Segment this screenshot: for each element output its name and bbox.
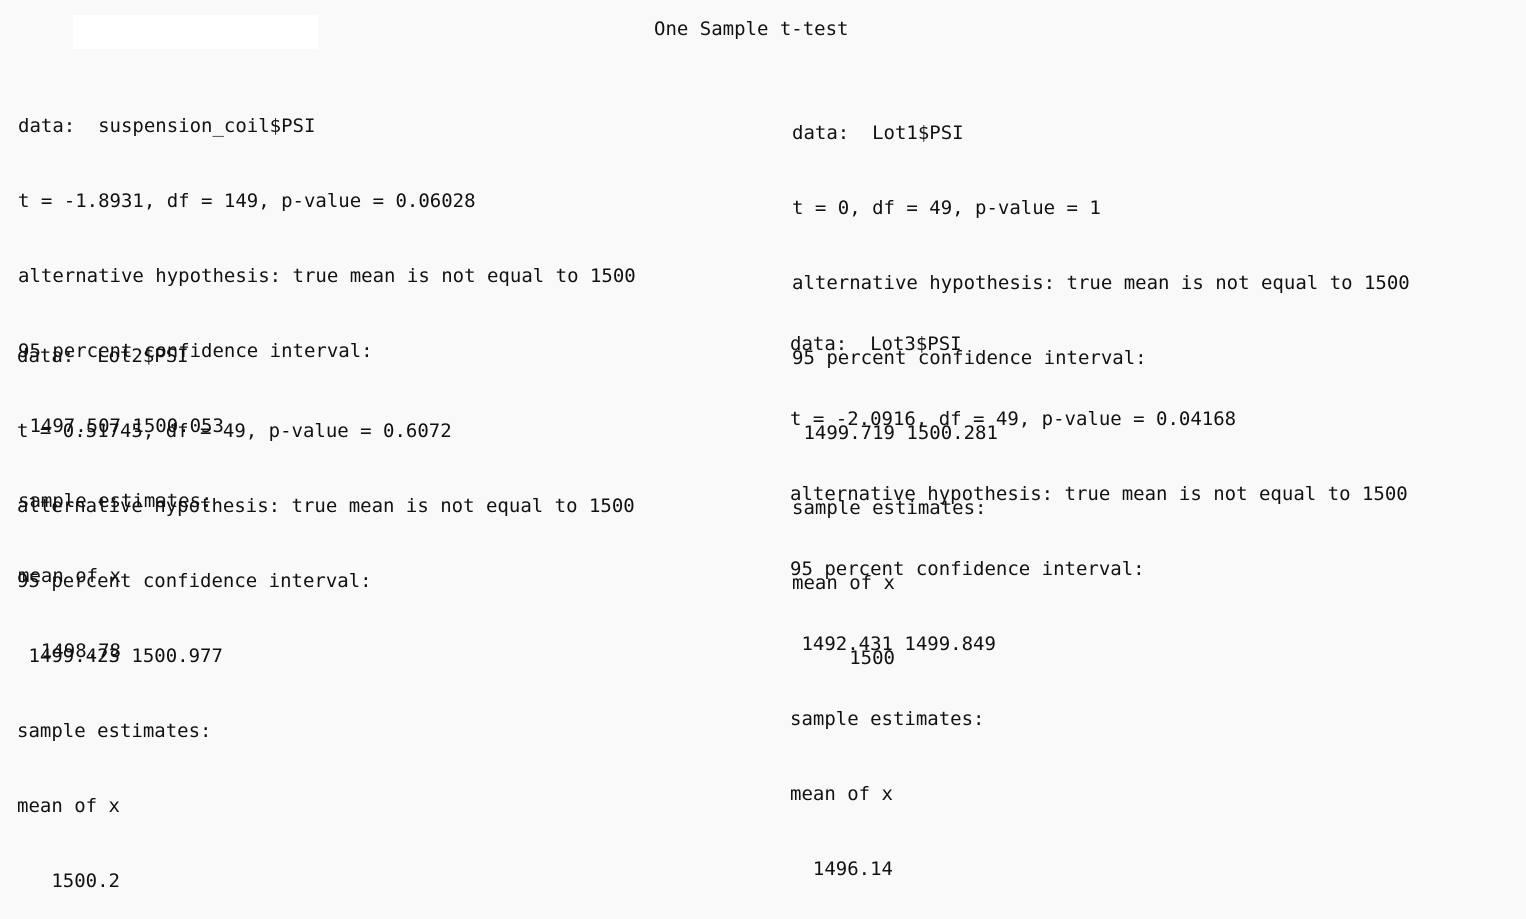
statistic-line: t = -1.8931, df = 149, p-value = 0.06028 [18, 190, 476, 212]
confidence-label: 95 percent confidence interval: [17, 570, 372, 592]
statistic-line: t = 0.51745, df = 49, p-value = 0.6072 [17, 420, 452, 442]
data-line: data: Lot2$PSI [17, 345, 189, 367]
t-test-result-suspension-coil: data: suspension_coil$PSI t = -1.8931, d… [18, 64, 636, 689]
redacted-area [73, 15, 318, 49]
confidence-label: 95 percent confidence interval: [18, 340, 373, 362]
mean-label: mean of x [17, 795, 120, 817]
hypothesis-line: alternative hypothesis: true mean is not… [18, 265, 636, 287]
data-line: data: suspension_coil$PSI [18, 115, 316, 137]
hypothesis-line: alternative hypothesis: true mean is not… [17, 495, 635, 517]
mean-label: mean of x [790, 783, 893, 805]
confidence-values: 1499.719 1500.281 [792, 422, 998, 444]
t-test-result-lot3: data: Lot3$PSI t = -2.0916, df = 49, p-v… [790, 282, 1408, 907]
estimates-label: sample estimates: [18, 490, 213, 512]
confidence-values: 1497.507 1500.053 [18, 415, 224, 437]
statistic-line: t = 0, df = 49, p-value = 1 [792, 197, 1101, 219]
mean-value: 1500.2 [17, 870, 120, 892]
hypothesis-line: alternative hypothesis: true mean is not… [790, 483, 1408, 505]
confidence-values: 1492.431 1499.849 [790, 633, 996, 655]
statistic-line: t = -2.0916, df = 49, p-value = 0.04168 [790, 408, 1237, 430]
estimates-label: sample estimates: [17, 720, 212, 742]
data-line: data: Lot3$PSI [790, 333, 962, 355]
confidence-label: 95 percent confidence interval: [790, 558, 1145, 580]
mean-value: 1496.14 [790, 858, 893, 880]
t-test-result-lot2: data: Lot2$PSI t = 0.51745, df = 49, p-v… [17, 294, 635, 919]
data-line: data: Lot1$PSI [792, 122, 964, 144]
estimates-label: sample estimates: [792, 497, 987, 519]
estimates-label: sample estimates: [790, 708, 985, 730]
confidence-values: 1499.423 1500.977 [17, 645, 223, 667]
hypothesis-line: alternative hypothesis: true mean is not… [792, 272, 1410, 294]
page-title: One Sample t-test [654, 18, 849, 40]
confidence-label: 95 percent confidence interval: [792, 347, 1147, 369]
